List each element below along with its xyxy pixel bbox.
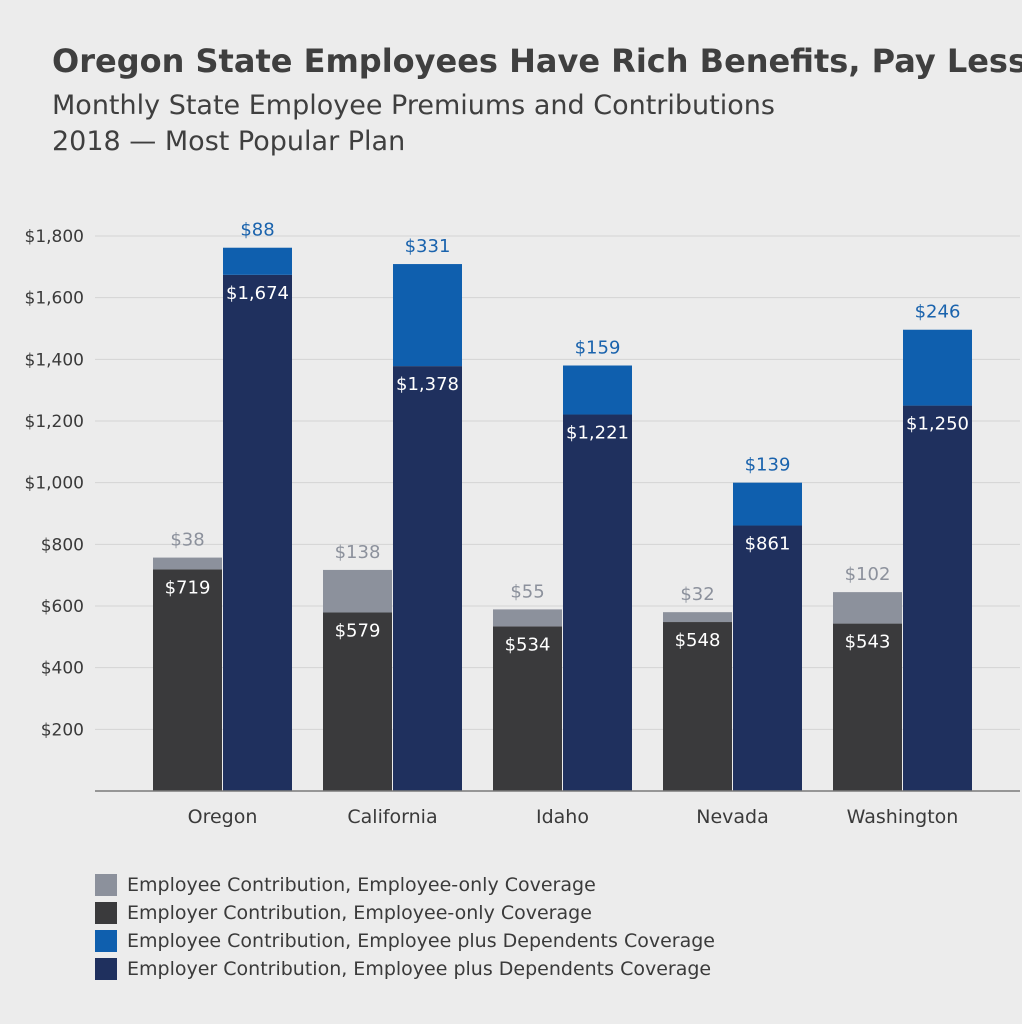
bar-employee-only-employee — [663, 612, 732, 623]
data-label: $88 — [240, 220, 274, 241]
bar-employee-only-employer — [663, 622, 732, 791]
legend-label: Employer Contribution, Employee plus Dep… — [127, 958, 712, 980]
legend-item: Employee Contribution, Employee-only Cov… — [95, 871, 715, 899]
x-tick-label: California — [347, 806, 437, 828]
data-label: $331 — [405, 236, 451, 257]
data-label: $579 — [335, 620, 381, 641]
data-label: $138 — [335, 542, 381, 563]
bar-dependents-employer — [393, 366, 462, 791]
x-tick-label: Idaho — [536, 806, 589, 828]
x-tick-label: Nevada — [696, 806, 769, 828]
bar-dependents-employee — [563, 365, 632, 415]
data-label: $861 — [745, 534, 791, 555]
data-label: $543 — [845, 632, 891, 653]
data-label: $246 — [915, 302, 961, 323]
bar-dependents-employer — [733, 525, 802, 791]
bar-dependents-employee — [223, 247, 292, 275]
legend-item: Employer Contribution, Employee-only Cov… — [95, 899, 715, 927]
legend-label: Employer Contribution, Employee-only Cov… — [127, 902, 592, 924]
data-label: $159 — [575, 338, 621, 359]
data-label: $1,674 — [226, 283, 289, 304]
legend-swatch — [95, 902, 117, 924]
y-tick-label: $800 — [41, 535, 84, 555]
bar-dependents-employee — [903, 329, 972, 406]
y-tick-label: $400 — [41, 659, 84, 679]
data-label: $1,221 — [566, 423, 629, 444]
legend-swatch — [95, 958, 117, 980]
bar-dependents-employee — [393, 264, 462, 367]
bar-employee-only-employee — [833, 592, 902, 624]
y-tick-label: $1,400 — [25, 350, 84, 370]
bar-employee-only-employer — [153, 569, 222, 791]
y-tick-label: $200 — [41, 720, 84, 740]
data-label: $1,250 — [906, 414, 969, 435]
y-tick-label: $1,800 — [25, 227, 84, 247]
bar-dependents-employer — [903, 405, 972, 791]
bar-dependents-employer — [223, 274, 292, 792]
bar-employee-only-employee — [153, 557, 222, 570]
legend: Employee Contribution, Employee-only Cov… — [95, 871, 715, 983]
data-label: $719 — [165, 577, 211, 598]
data-label: $55 — [510, 581, 544, 602]
chart-title: Oregon State Employees Have Rich Benefit… — [52, 42, 1022, 80]
x-tick-label: Oregon — [188, 806, 258, 828]
bar-employee-only-employee — [323, 569, 392, 613]
data-label: $534 — [505, 634, 551, 655]
chart-subtitle: Monthly State Employee Premiums and Cont… — [52, 88, 775, 160]
data-label: $32 — [680, 584, 714, 605]
bar-employee-only-employer — [833, 623, 902, 791]
data-label: $548 — [675, 630, 721, 651]
subtitle-line-2: 2018 — Most Popular Plan — [52, 126, 406, 157]
subtitle-line-1: Monthly State Employee Premiums and Cont… — [52, 90, 775, 121]
legend-item: Employer Contribution, Employee plus Dep… — [95, 955, 715, 983]
legend-swatch — [95, 930, 117, 952]
y-tick-label: $1,600 — [25, 289, 84, 309]
y-tick-label: $600 — [41, 597, 84, 617]
legend-label: Employee Contribution, Employee plus Dep… — [127, 930, 715, 952]
bar-employee-only-employee — [493, 609, 562, 627]
legend-swatch — [95, 874, 117, 896]
bar-dependents-employee — [733, 482, 802, 526]
legend-item: Employee Contribution, Employee plus Dep… — [95, 927, 715, 955]
bar-employee-only-employer — [323, 612, 392, 791]
data-label: $139 — [745, 455, 791, 476]
bar-employee-only-employer — [493, 626, 562, 791]
y-tick-label: $1,200 — [25, 412, 84, 432]
data-label: $1,378 — [396, 374, 459, 395]
data-label: $102 — [845, 564, 891, 585]
bar-dependents-employer — [563, 414, 632, 791]
legend-label: Employee Contribution, Employee-only Cov… — [127, 874, 596, 896]
data-label: $38 — [170, 530, 204, 551]
x-tick-label: Washington — [847, 806, 959, 828]
y-tick-label: $1,000 — [25, 474, 84, 494]
